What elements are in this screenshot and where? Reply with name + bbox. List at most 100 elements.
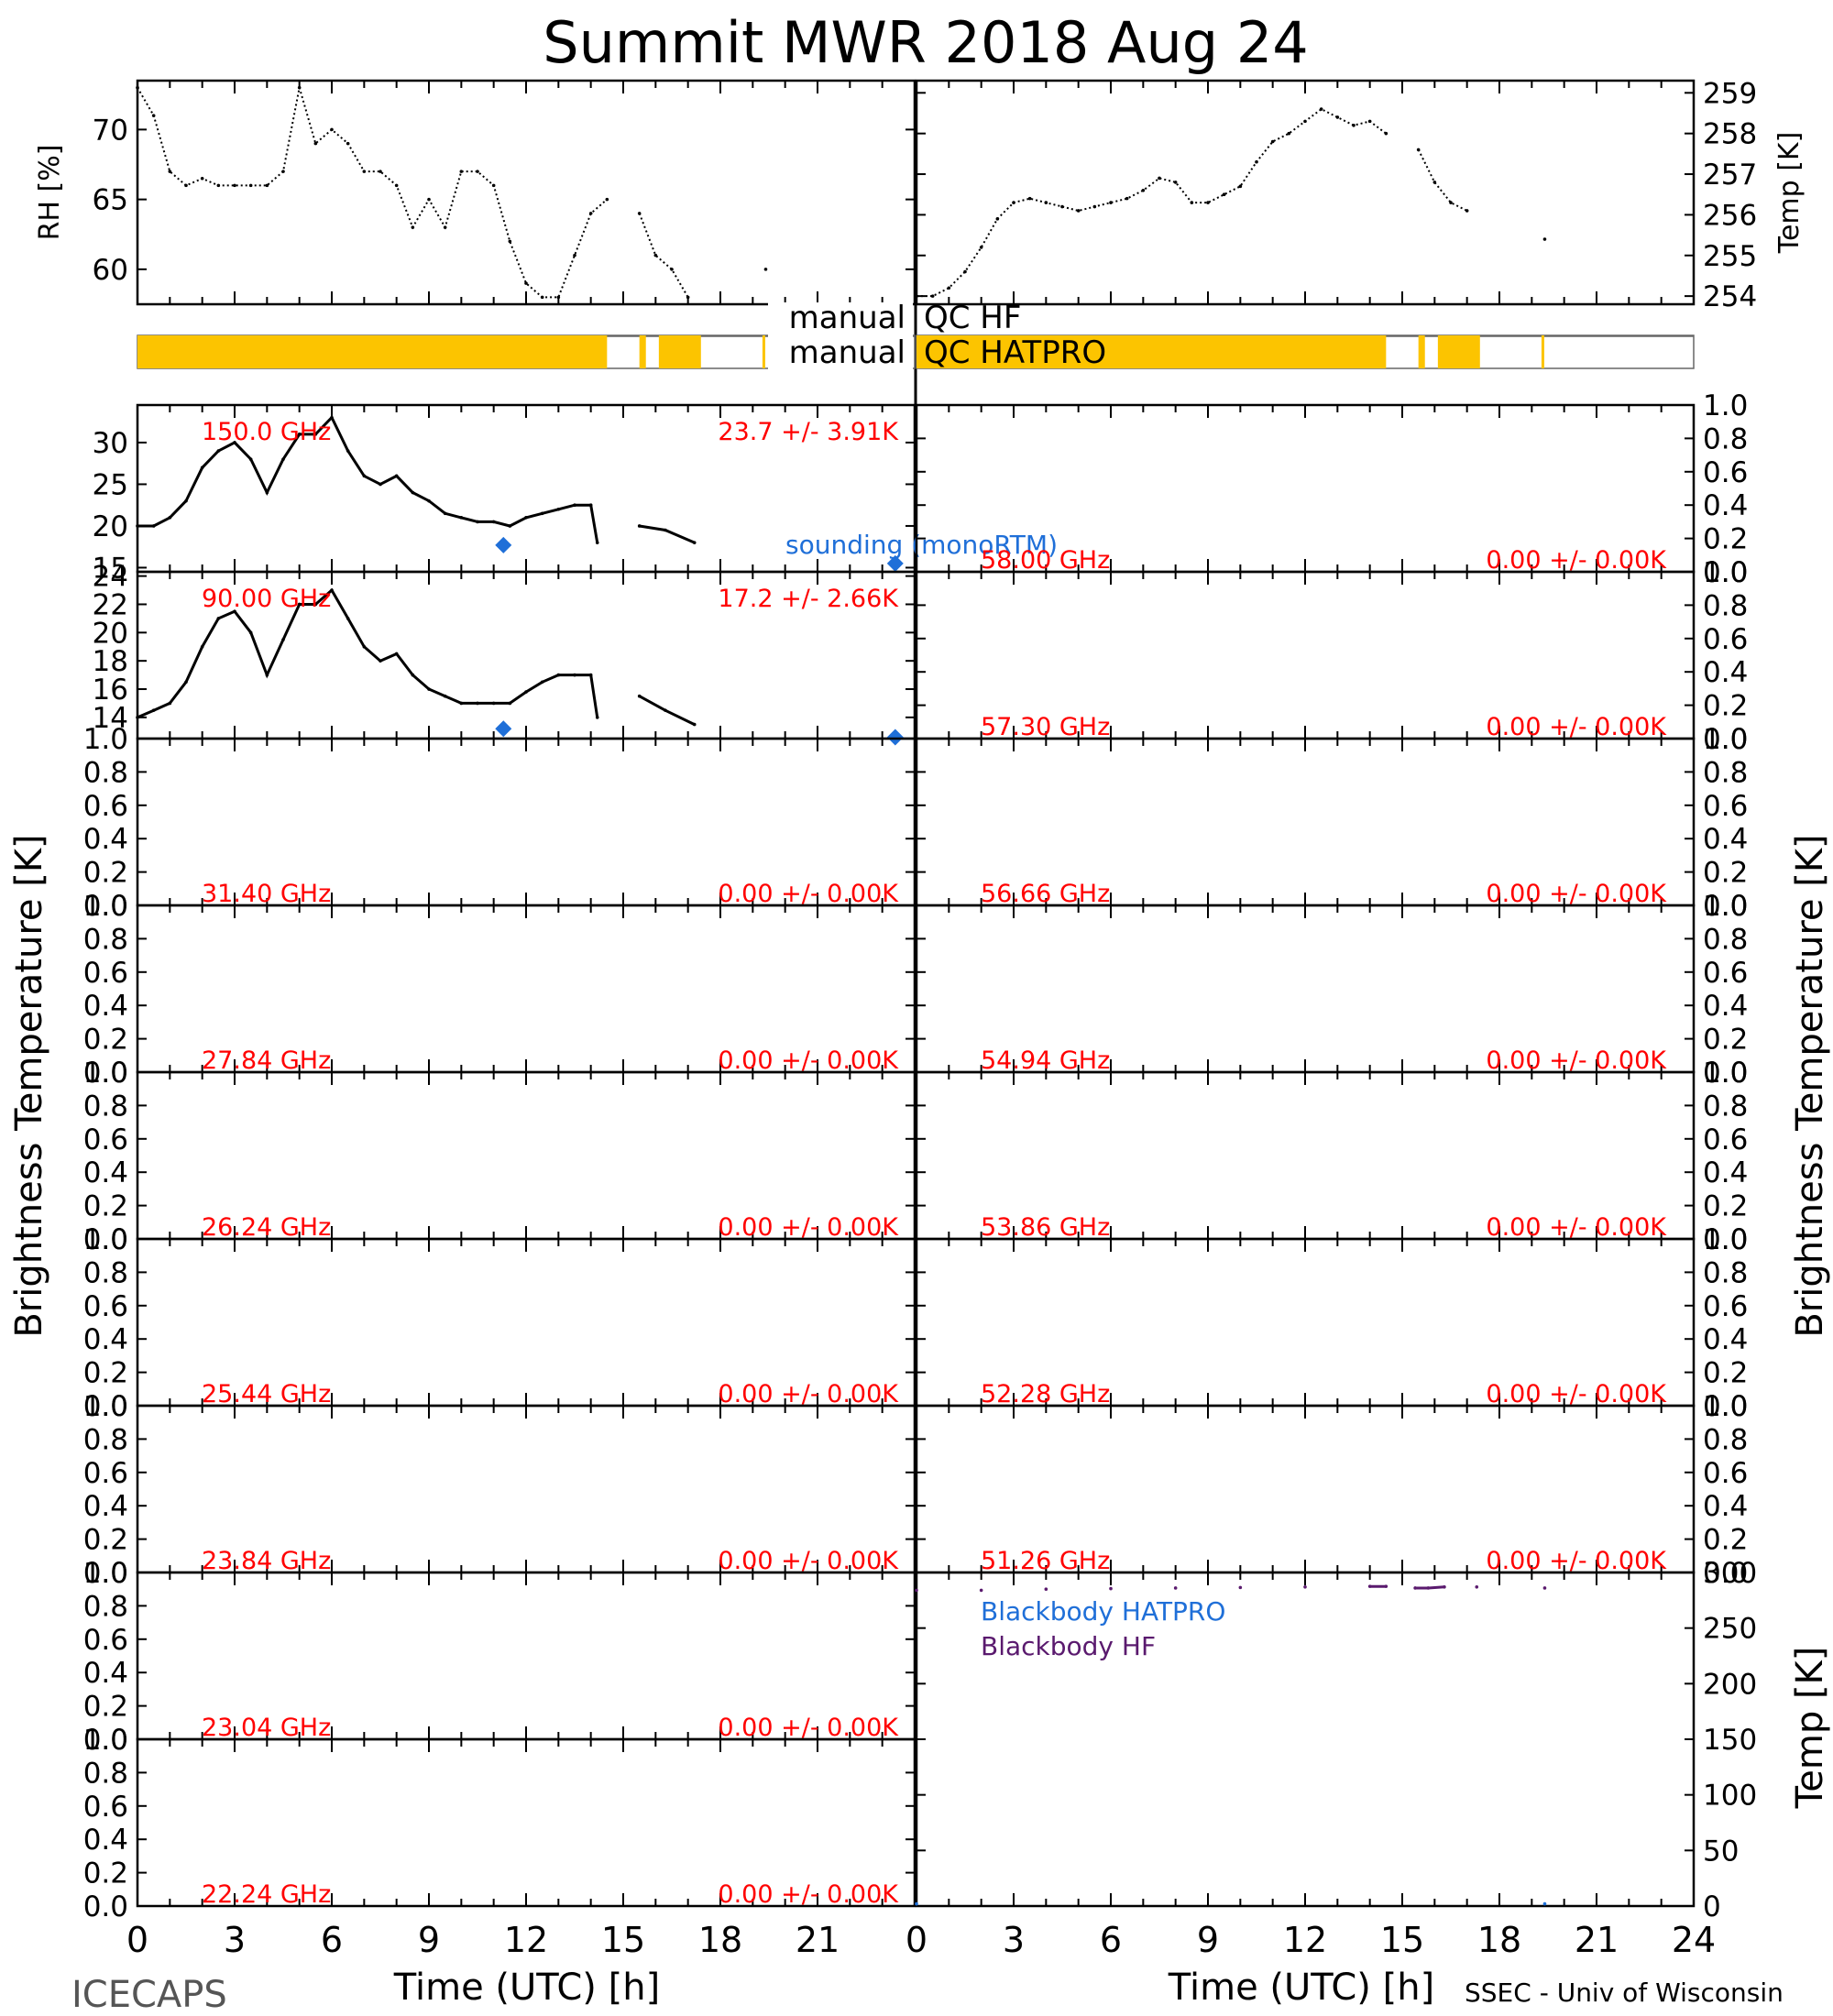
panel-150-0-ghz-series-point [508,524,512,528]
x-axis-label-left: Time (UTC) [h] [393,1967,660,2009]
rh-series-point [313,141,318,146]
panel-90-00-ghz-series-point [362,644,367,649]
temp-series-point [915,294,918,298]
panel-23-04-ghz-ytick-label: 0.4 [83,1657,128,1690]
panel-150-0-ghz-series-point [330,415,334,420]
temp-series-point [1012,201,1015,204]
panel-25-44-ghz-ytick-label: 0.0 [83,1390,128,1423]
panel-150-0-ghz-series-point [491,520,496,524]
panel-150-0-ghz-series-point [595,541,599,544]
panel-22-24-ghz-ytick-label: 0.8 [83,1757,128,1790]
rh-series-point [637,212,642,215]
temp-ytick-label: 257 [1703,159,1757,192]
panel-52-28-ghz-ytick-label: 0.4 [1703,1323,1748,1356]
blackbody-ytick-label: 50 [1703,1835,1739,1868]
rh-series-point [459,170,464,173]
panel-53-86-ghz-ytick-label: 0.2 [1703,1190,1748,1223]
panel-150-0-ghz-series-point [168,516,172,520]
panel-53-86-ghz-stats: 0.00 +/- 0.00K [1486,1213,1667,1242]
temp-series-point [1319,107,1323,111]
panel-150-0-ghz-series-point [151,524,156,528]
sounding-marker [886,729,904,746]
sounding-legend: sounding (monoRTM) [785,530,1058,560]
panel-23-84-ghz-stats: 0.00 +/- 0.00K [718,1547,899,1575]
blackbody-hf-series-point [1384,1584,1388,1588]
panel-90-00-ghz-series-point [379,659,382,663]
rh-series-point [556,295,561,300]
panel-52-28-ghz-label: 52.28 GHz [981,1380,1110,1408]
panel-52-28-ghz-ytick-label: 0.2 [1703,1357,1748,1390]
panel-58-00-ghz-ytick-label: 0.4 [1703,489,1748,522]
rh-series-point [443,225,447,229]
x-tick-label-right: 12 [1283,1920,1327,1960]
panel-56-66-ghz-ytick-label: 0.8 [1703,756,1748,789]
blackbody-hf-series-point [1413,1586,1417,1590]
panel-57-30-ghz-ytick-label: 0.2 [1703,690,1748,723]
panel-52-28-ghz-ytick-label: 0.6 [1703,1290,1748,1323]
y-axis-label-left: Brightness Temperature [K] [8,834,50,1337]
panel-56-66-ghz-stats: 0.00 +/- 0.00K [1486,880,1667,908]
panel-53-86-ghz-ytick-label: 0.0 [1703,1223,1748,1256]
panel-150-0-ghz-series-point [443,511,447,516]
x-tick-label-right: 9 [1197,1920,1219,1960]
temp-series-point [1352,124,1356,127]
panel-31-40-ghz-ytick-label: 1.0 [83,723,128,756]
x-tick-label-left: 12 [504,1920,548,1960]
rh-series-point [670,268,674,271]
rh-series-point [168,170,172,173]
y-axis-label-right: Brightness Temperature [K] [1789,834,1831,1337]
temp-series-point [1416,148,1421,152]
blackbody-hatpro-series-point [1542,1901,1547,1906]
panel-90-00-ghz-series-point [168,701,172,706]
panel-23-84-ghz-ytick-label: 0.4 [83,1490,128,1523]
panel-150-0-ghz-series-point [379,482,382,487]
blackbody-hf-series-point [1044,1587,1048,1591]
panel-26-24-ghz-label: 26.24 GHz [202,1213,331,1242]
panel-56-66-ghz-label: 56.66 GHz [981,880,1110,908]
temp-series-point [1109,201,1113,204]
panel-56-66-ghz-ytick-label: 1.0 [1703,723,1748,756]
panel-54-94-ghz-ytick-label: 0.2 [1703,1024,1748,1057]
rh-series-point [605,197,609,202]
panel-31-40-ghz-stats: 0.00 +/- 0.00K [718,880,899,908]
panel-90-00-ghz-series-point [216,617,221,620]
qc-strip: manual QC HF manual QC HATPRO [137,300,1695,372]
qc-segment [137,335,608,368]
rh-series-point [233,183,236,188]
panel-150-0-ghz-series-point [556,507,561,511]
panel-26-24-ghz-ytick-label: 1.0 [83,1057,128,1090]
panel-25-44-ghz-ytick-label: 0.6 [83,1290,128,1323]
rh-ytick-label: 70 [93,114,128,147]
panel-56-66-ghz-ytick-label: 0.4 [1703,823,1748,856]
panel-150-0-ghz-series-point [394,474,399,478]
temp-series-point [930,294,935,298]
panel-54-94-ghz-stats: 0.00 +/- 0.00K [1486,1046,1667,1075]
panel-90-00-ghz-label: 90.00 GHz [202,585,331,613]
panel-58-00-ghz-label: 58.00 GHz [981,546,1110,575]
blackbody-hf-series [1370,1586,1545,1588]
panel-150-0-ghz-series-point [573,503,576,507]
panel-23-04-ghz-ytick-label: 0.2 [83,1691,128,1724]
panel-90-00-ghz-series-point [459,701,464,706]
panel-23-84-ghz-ytick-label: 1.0 [83,1390,128,1423]
rh-series-point [200,176,204,181]
panel-53-86-ghz-ytick-label: 0.4 [1703,1156,1748,1189]
panel-90-00-ghz-series-point [476,701,479,706]
temp-ylabel: Temp [K] [1773,132,1806,255]
rh-series-point [184,183,188,188]
panel-27-84-ghz-label: 27.84 GHz [202,1046,331,1075]
qc-segment [762,335,765,368]
panel-23-84-ghz-ytick-label: 0.8 [83,1423,128,1456]
rh-series-point [491,183,496,188]
temp-series-point [1044,201,1048,204]
qc-row2-right: QC HATPRO [924,334,1106,371]
panel-31-40-ghz-ytick-label: 0.8 [83,756,128,789]
panel-53-86-ghz-ytick-label: 0.8 [1703,1090,1748,1123]
temp-series-point [1384,131,1388,136]
panel-26-24-ghz-ytick-label: 0.0 [83,1223,128,1256]
blackbody-hf-series-point [1303,1584,1307,1589]
blackbody-hf-series-point [1443,1584,1446,1589]
temp-series-point [1027,196,1032,201]
rh-series-point [281,170,285,173]
panel-90-00-ghz-series-point [588,673,593,677]
